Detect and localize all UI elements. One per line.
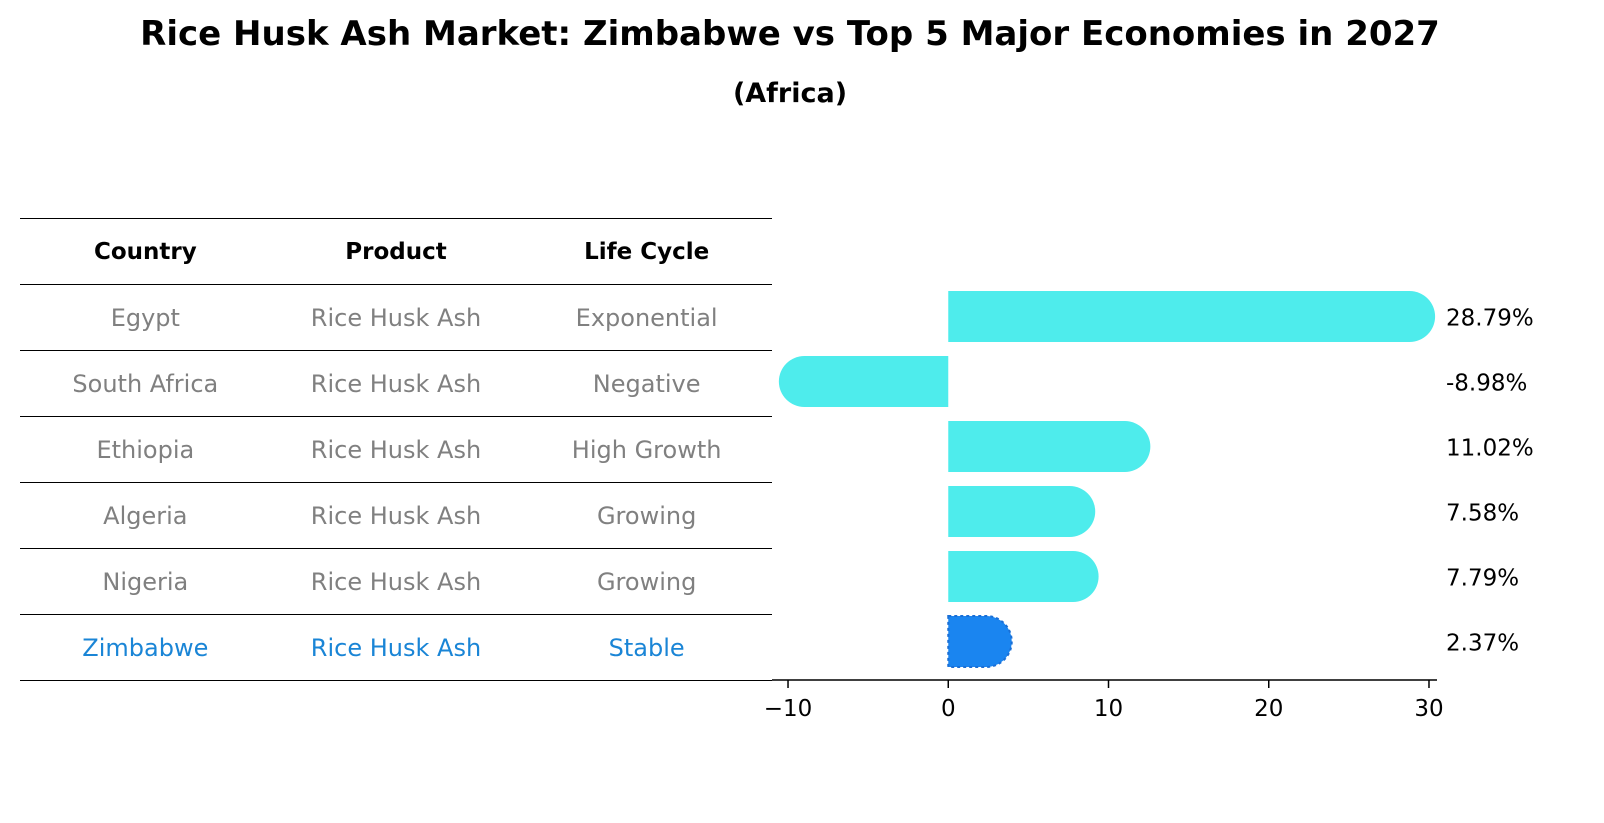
cell-country: South Africa [72, 369, 219, 398]
data-label: 11.02% [1446, 436, 1534, 462]
cell-country: Ethiopia [96, 435, 195, 464]
cell-country: Egypt [110, 303, 180, 332]
cell-country: Algeria [103, 501, 188, 530]
data-label: -8.98% [1446, 371, 1527, 397]
x-tick-label: 30 [1414, 696, 1443, 722]
table-header-row: Country Product Life Cycle [20, 218, 772, 285]
x-tick-label: −10 [764, 696, 813, 722]
cell-product: Rice Husk Ash [310, 369, 482, 398]
cell-product: Rice Husk Ash [310, 567, 482, 596]
bar-south-africa [778, 356, 949, 407]
header-country: Country [93, 238, 197, 265]
table-row: Ethiopia Rice Husk Ash High Growth [20, 417, 772, 483]
data-label: 7.79% [1446, 566, 1519, 592]
cell-product: Rice Husk Ash [310, 633, 482, 662]
bar-zimbabwe [947, 615, 1013, 668]
bar-ethiopia [948, 421, 1151, 472]
table-row: Algeria Rice Husk Ash Growing [20, 483, 772, 549]
x-tick-label: 10 [1094, 696, 1123, 722]
cell-country: Zimbabwe [82, 633, 209, 662]
header-life-cycle: Life Cycle [584, 238, 710, 265]
table-row: Egypt Rice Husk Ash Exponential [20, 285, 772, 351]
x-tick-label: 20 [1254, 696, 1283, 722]
data-table: Country Product Life Cycle Egypt Rice Hu… [20, 218, 772, 681]
cell-life-cycle: Exponential [575, 303, 718, 332]
cell-product: Rice Husk Ash [310, 303, 482, 332]
table-row-highlighted: Zimbabwe Rice Husk Ash Stable [20, 615, 772, 681]
data-label: 28.79% [1446, 306, 1534, 332]
x-tick-label: 0 [941, 696, 956, 722]
cell-life-cycle: Negative [592, 369, 701, 398]
cell-product: Rice Husk Ash [310, 435, 482, 464]
bar-nigeria [948, 551, 1099, 602]
cell-life-cycle: High Growth [571, 435, 722, 464]
table-row: South Africa Rice Husk Ash Negative [20, 351, 772, 417]
cell-product: Rice Husk Ash [310, 501, 482, 530]
bar-algeria [948, 486, 1096, 537]
header-product: Product [345, 238, 447, 265]
cell-life-cycle: Stable [608, 633, 685, 662]
cell-life-cycle: Growing [596, 567, 697, 596]
cell-life-cycle: Growing [596, 501, 697, 530]
data-label: 7.58% [1446, 501, 1519, 527]
chart-subtitle: (Africa) [732, 78, 848, 109]
table-row: Nigeria Rice Husk Ash Growing [20, 549, 772, 615]
data-label: 2.37% [1446, 631, 1519, 657]
bar-egypt [948, 291, 1436, 342]
chart-title: Rice Husk Ash Market: Zimbabwe vs Top 5 … [140, 14, 1440, 54]
cell-country: Nigeria [102, 567, 189, 596]
